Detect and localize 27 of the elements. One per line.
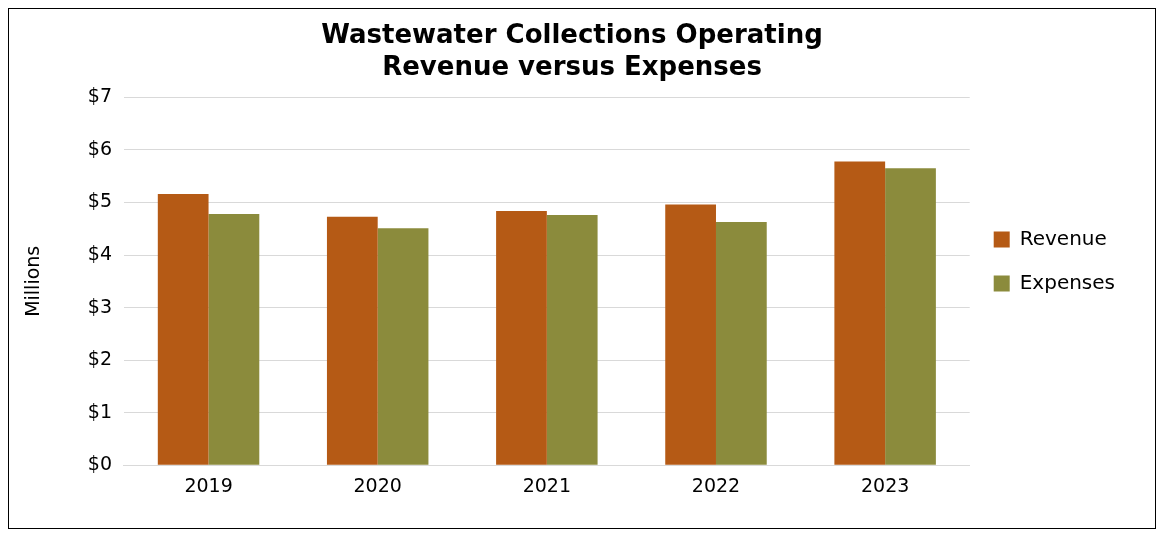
chart-title: Wastewater Collections Operating Revenue versus Expenses [321, 19, 823, 81]
bar [157, 194, 209, 465]
bar [715, 221, 767, 465]
bar [208, 214, 260, 465]
legend-label: Expenses [1019, 269, 1115, 294]
x-tick-label: 2022 [691, 473, 741, 496]
bar [326, 216, 378, 465]
x-tick-label: 2023 [860, 473, 910, 496]
bar [834, 161, 886, 465]
x-tick-label: 2020 [353, 473, 402, 496]
y-tick-label: $6 [87, 136, 112, 159]
legend-label: Revenue [1019, 225, 1107, 250]
y-tick-label: $3 [87, 294, 112, 317]
bar [546, 215, 598, 465]
x-tick-label: 2019 [184, 473, 233, 496]
y-tick-label: $5 [87, 189, 112, 212]
bar [885, 168, 936, 465]
y-tick-label: $2 [87, 347, 112, 370]
y-tick-label: $7 [87, 84, 112, 107]
y-tick-label: $1 [87, 399, 112, 422]
y-tick-label: $4 [87, 241, 112, 264]
bar [496, 210, 547, 465]
y-axis-title: Millions [21, 245, 44, 317]
bar [377, 228, 429, 465]
x-tick-label: 2021 [522, 473, 572, 496]
bar [665, 204, 716, 465]
y-tick-label: $0 [87, 452, 112, 475]
